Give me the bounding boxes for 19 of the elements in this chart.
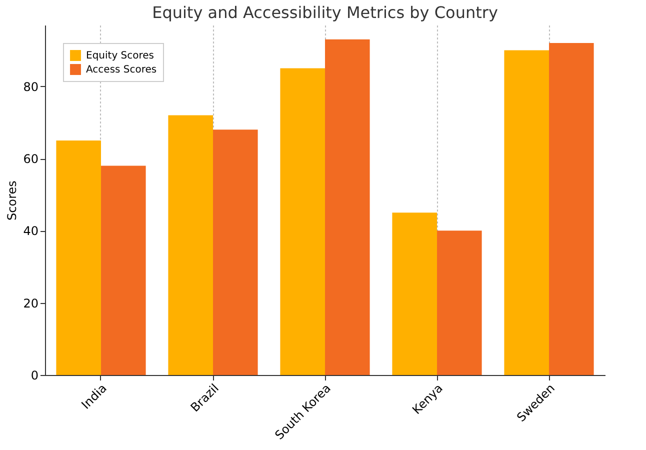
bar (549, 43, 594, 375)
y-tick-label: 20 (23, 296, 38, 310)
y-tick-label: 80 (23, 80, 38, 94)
bar (280, 68, 325, 375)
bar (56, 140, 101, 375)
chart-title: Equity and Accessibility Metrics by Country (152, 3, 498, 22)
legend-label: Equity Scores (86, 50, 154, 62)
bar (213, 130, 258, 375)
y-tick-label: 60 (23, 152, 38, 166)
bar (168, 115, 213, 375)
bar (101, 166, 146, 375)
y-axis-title: Scores (5, 180, 20, 220)
legend-label: Access Scores (86, 64, 157, 76)
y-tick-label: 40 (23, 224, 38, 238)
bar (504, 50, 549, 375)
bar (392, 212, 437, 375)
bar (437, 230, 482, 375)
y-tick-label: 0 (30, 368, 38, 382)
bar (325, 39, 370, 375)
